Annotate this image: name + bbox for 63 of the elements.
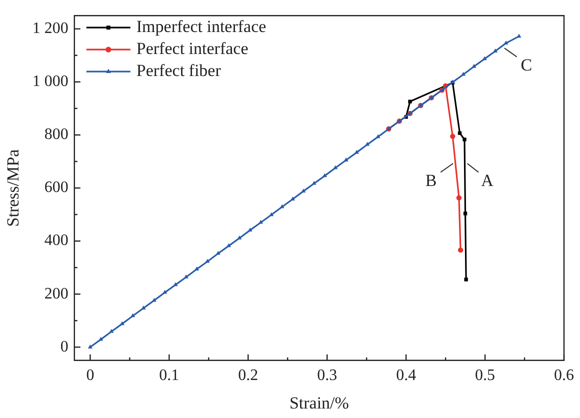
point: [280, 204, 284, 208]
point: [248, 228, 252, 232]
point: [258, 220, 264, 224]
point: [463, 212, 468, 216]
point: [450, 134, 456, 139]
point: [461, 72, 466, 76]
point: [173, 282, 178, 286]
y-tick-label: 800: [44, 126, 68, 144]
y-axis-title: Stress/MPa: [4, 148, 23, 227]
point: [464, 278, 468, 282]
point: [456, 195, 462, 200]
point: [462, 138, 466, 142]
legend-label: Perfect fiber: [136, 61, 222, 80]
legend-label: Imperfect interface: [136, 17, 266, 36]
y-tick-label: 400: [44, 232, 68, 250]
point: [493, 48, 498, 52]
y-tick-label: 1 000: [32, 73, 68, 90]
point: [184, 274, 188, 278]
point: [141, 306, 146, 310]
y-tick-label: 600: [44, 179, 68, 196]
point: [194, 266, 200, 270]
point: [120, 321, 124, 326]
x-tick-label: 0.6: [554, 367, 574, 384]
point: [376, 134, 380, 138]
x-tick-label: 0.4: [396, 367, 416, 384]
point: [333, 165, 338, 170]
point: [458, 247, 464, 253]
point: [216, 250, 220, 255]
point: [458, 131, 462, 135]
point: [472, 64, 476, 68]
point: [354, 150, 359, 154]
y-tick-label: 200: [44, 285, 68, 302]
point: [322, 173, 327, 178]
x-tick-label: 0.5: [475, 367, 496, 384]
x-tick-label: 0.1: [159, 367, 180, 384]
point: [269, 212, 274, 216]
annotation: B: [425, 170, 437, 190]
y-tick-label: 1 200: [32, 20, 68, 38]
point: [226, 243, 232, 248]
annotation: A: [481, 170, 494, 190]
x-axis-title: Strain/%: [289, 393, 349, 412]
point: [162, 290, 168, 294]
point: [365, 142, 370, 146]
point: [237, 236, 242, 240]
annotation: C: [520, 56, 532, 75]
point: [344, 158, 348, 162]
point: [130, 313, 136, 318]
y-tick-label: 0: [60, 338, 68, 356]
point: [88, 344, 92, 348]
point: [516, 34, 522, 38]
point: [504, 40, 508, 44]
x-tick-label: 0: [86, 367, 94, 384]
point: [109, 328, 114, 333]
point: [205, 258, 210, 263]
point: [152, 298, 156, 302]
point: [301, 188, 306, 192]
point: [290, 196, 295, 200]
point: [312, 180, 316, 185]
point: [408, 100, 412, 104]
x-tick-label: 0.2: [238, 367, 258, 384]
point: [482, 56, 487, 60]
x-tick-label: 0.3: [317, 367, 338, 384]
legend-label: Perfect interface: [136, 39, 248, 58]
